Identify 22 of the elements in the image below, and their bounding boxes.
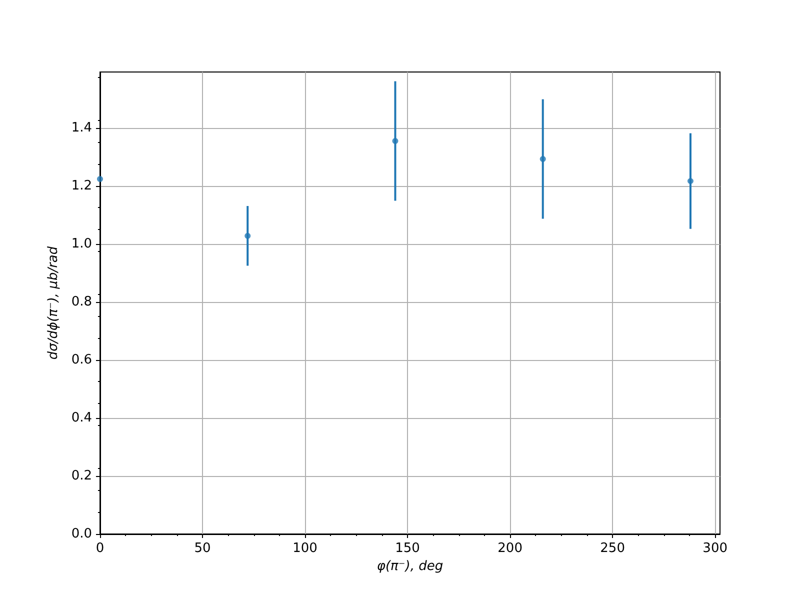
point bbox=[392, 138, 398, 144]
y-tick-label: 0.6 bbox=[71, 352, 92, 368]
x-axis-title: φ(π⁻), deg bbox=[376, 559, 444, 574]
y-tick-label: 1.4 bbox=[71, 120, 92, 136]
x-tick-label: 200 bbox=[498, 541, 522, 556]
y-tick-label: 0.4 bbox=[71, 410, 92, 426]
point bbox=[244, 232, 251, 239]
point bbox=[97, 176, 103, 182]
point bbox=[540, 156, 546, 162]
y-tick-label: 0.0 bbox=[71, 526, 92, 542]
x-tick-label: 100 bbox=[292, 541, 318, 556]
x-tick-label: 300 bbox=[702, 541, 728, 556]
x-tick-label: 250 bbox=[600, 541, 625, 556]
y-axis-title: dσ/dϕ(π⁻), μb/rad bbox=[46, 246, 61, 360]
x-tick-label: 150 bbox=[395, 541, 420, 556]
y-tick-label: 1.0 bbox=[71, 236, 92, 252]
x-tick-label: 0 bbox=[96, 541, 104, 556]
point bbox=[687, 178, 694, 184]
y-tick-label: 0.8 bbox=[71, 294, 92, 310]
y-tick-label: 0.2 bbox=[71, 468, 92, 484]
x-tick-label: 50 bbox=[194, 541, 211, 556]
y-tick-label: 1.2 bbox=[71, 178, 92, 194]
